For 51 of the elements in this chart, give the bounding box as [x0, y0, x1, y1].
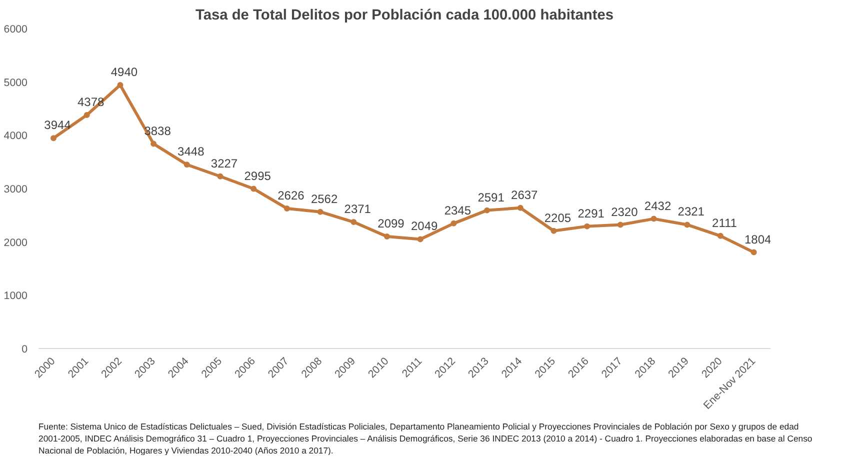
point: [384, 234, 390, 240]
data-label: 2321: [678, 204, 705, 219]
data-label: 2432: [644, 198, 672, 213]
data-label: 3227: [210, 156, 238, 170]
point: [117, 82, 124, 88]
y-tick-label: 5000: [4, 76, 28, 89]
data-label: 2637: [511, 188, 538, 202]
data-label: 2291: [578, 206, 605, 220]
point: [717, 232, 724, 239]
y-tick-label: 0: [22, 344, 28, 356]
y-tick-label: 1000: [4, 290, 28, 302]
point: [317, 208, 324, 215]
y-tick-label: 4000: [4, 130, 28, 142]
point: [417, 236, 424, 242]
point: [617, 222, 624, 228]
data-label: 2345: [444, 203, 472, 218]
data-label: 2626: [278, 188, 305, 202]
point: [84, 112, 90, 118]
point: [350, 219, 357, 226]
y-tick-label: 2000: [4, 236, 28, 249]
point: [284, 205, 290, 212]
data-label: 2049: [410, 219, 438, 234]
data-label: 2371: [344, 202, 372, 216]
y-tick-label: 3000: [4, 184, 28, 196]
point: [550, 228, 557, 234]
chart-title: Tasa de Total Delitos por Población cada 100.000 habitantes: [195, 8, 614, 24]
data-label: 2591: [478, 190, 505, 204]
point: [150, 140, 157, 147]
source-note: Fuente: Sistema Unico de Estadísticas Delictuales – Sued, División Estadísticas Policiales, Departamento Planeamiento Policial y Proyecciones Provinciales de Población por Sexo y grupos de edad 2001-2005, INDEC Análisis Demográfico 31 – Cuadro 1, Proyecciones Provinciales – Análisis Demográficos, Serie 36 INDEC 2013 (2010 a 2014) - Cuadro 1. Proyecciones elaboradas en base al Censo Nacional de Población, Hogares y Viviendas 2010-2040 (Años 2010 a 2017).: [38, 422, 812, 456]
point: [584, 223, 590, 230]
point: [217, 173, 224, 180]
data-label: 2995: [244, 168, 272, 183]
point: [750, 249, 757, 256]
point: [450, 220, 457, 226]
point: [184, 162, 190, 168]
point: [250, 186, 257, 192]
data-label: 1804: [744, 232, 772, 246]
data-label: 3448: [178, 144, 205, 159]
point: [684, 222, 690, 228]
data-label: 2111: [712, 216, 738, 230]
data-label: 4940: [110, 65, 138, 80]
point: [650, 216, 657, 222]
point: [50, 135, 57, 142]
data-label: 2320: [611, 204, 638, 219]
data-label: 2562: [310, 192, 338, 206]
point: [517, 204, 524, 211]
y-tick-label: 6000: [4, 24, 28, 36]
data-label: 3944: [44, 118, 72, 132]
point: [484, 207, 490, 214]
data-label: 2099: [378, 216, 405, 231]
data-label: 2205: [544, 210, 572, 225]
